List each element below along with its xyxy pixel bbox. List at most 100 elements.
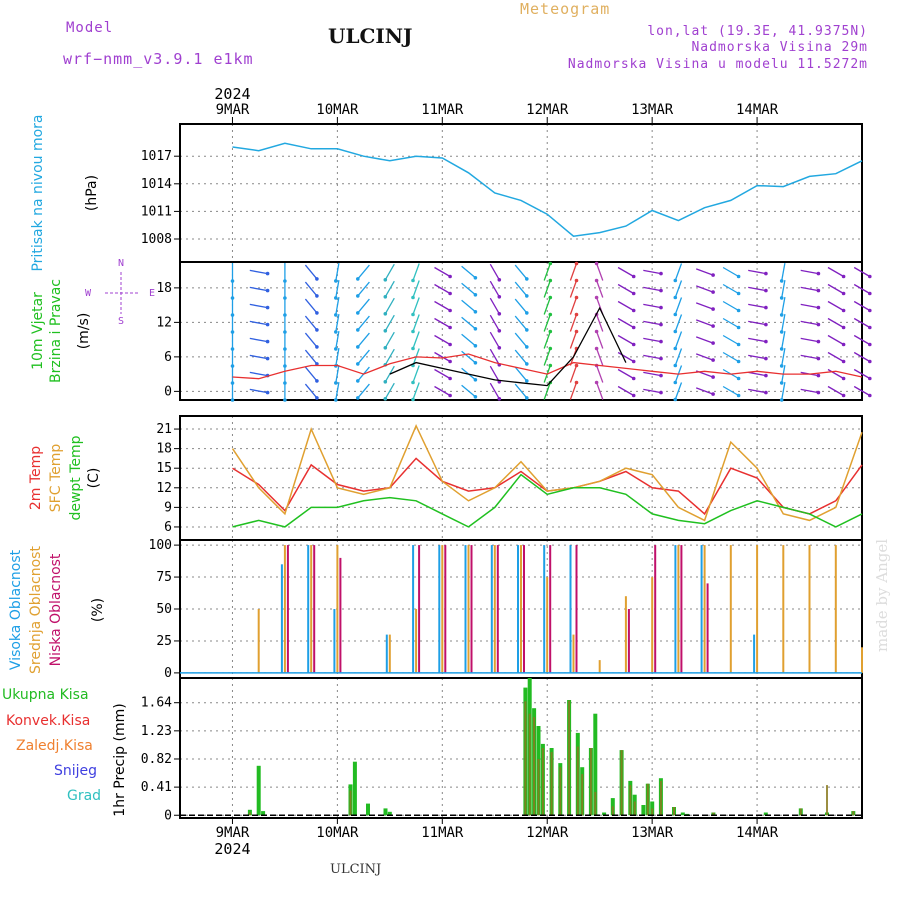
cloud-ytick-label: 100 — [149, 538, 172, 553]
cloud-bar — [388, 634, 391, 673]
pressure-ylabel: (hPa) — [84, 175, 100, 211]
cloud-bar — [470, 545, 473, 673]
wind-barb — [748, 337, 767, 343]
wind-barb — [643, 269, 662, 275]
wind-barb — [434, 385, 451, 397]
cloud-bar — [523, 545, 525, 673]
wind-barb-head — [411, 397, 415, 402]
wind-barb — [695, 319, 714, 327]
temp-ytick-label: 15 — [156, 461, 172, 476]
wind-barb-head — [548, 295, 553, 300]
wind-ytick-label: 0 — [164, 384, 172, 399]
wind-barb — [384, 331, 395, 349]
wind-barb-head — [673, 295, 678, 300]
precip-bar-conv — [594, 791, 597, 816]
precip-ytick-label: 0.82 — [141, 752, 172, 767]
wind-barb-head — [779, 364, 784, 368]
model-value: wrf−nmm_v3.9.1 e1km — [63, 50, 254, 68]
wind-barb — [461, 282, 476, 296]
wind-barb-head — [334, 330, 338, 334]
wind-barb-head — [383, 346, 388, 350]
wind-barb — [569, 297, 578, 315]
wind-barb — [722, 283, 739, 295]
cloud-bar — [336, 545, 339, 673]
wind-barb — [249, 354, 268, 360]
wind-ytick-label: 18 — [156, 281, 172, 296]
wind-barb-head — [448, 325, 452, 330]
wind-ytick-label: 6 — [164, 350, 172, 365]
wind-barb — [643, 388, 662, 394]
wind-barb — [357, 383, 370, 399]
wind-barb-head — [334, 279, 338, 283]
wind-barb — [643, 354, 662, 360]
wind-barb-head — [525, 345, 529, 349]
pressure-ytick-label: 1011 — [141, 204, 172, 219]
wind-barb-head — [673, 329, 678, 334]
wind-frame — [179, 261, 863, 401]
cloud-bar — [706, 583, 709, 673]
cloud-bar — [782, 545, 785, 673]
wind-barb-head — [673, 278, 678, 283]
wind-barb-head — [411, 329, 415, 334]
cloud-bar — [310, 545, 313, 673]
wind-barb — [800, 269, 819, 275]
wind-barb-head — [356, 396, 360, 400]
wind-barb — [617, 283, 635, 295]
wind-barb-head — [448, 291, 452, 296]
wind-barb — [595, 365, 604, 383]
wind-barb — [335, 313, 340, 333]
wind-barb — [569, 382, 578, 400]
wind-barb-head — [764, 271, 768, 276]
wind-barb-head — [497, 278, 502, 282]
wind-barb-head — [548, 278, 553, 283]
wind-barb-head — [334, 296, 338, 300]
wind-barb-head — [816, 390, 821, 395]
wind-barb — [514, 264, 528, 280]
wind-barb-head — [764, 322, 768, 327]
precip-legend-1: Konvek.Kisa — [6, 713, 90, 729]
cloud-ytick-label: 50 — [156, 602, 172, 617]
wind-barb — [595, 280, 604, 298]
wind-barb — [617, 317, 635, 329]
wind-barb-head — [383, 312, 388, 316]
wind-barb — [357, 315, 370, 331]
bottom-date-label: 9MAR — [216, 825, 250, 841]
compass-w: W — [85, 288, 92, 299]
wind-barb-head — [548, 312, 553, 317]
wind-barb-head — [334, 398, 338, 402]
compass-s: S — [118, 316, 124, 327]
wind-barb — [461, 265, 476, 279]
wind-barb — [674, 331, 683, 349]
wind-barb — [781, 296, 786, 316]
wind-barb-head — [356, 277, 360, 281]
wind-barb — [543, 314, 551, 332]
wind-barb-head — [411, 278, 415, 283]
cloud-bar — [418, 545, 421, 673]
wind-barb-head — [841, 342, 846, 347]
cloud-bar — [674, 545, 677, 673]
wind-barb — [643, 337, 662, 343]
altitude-label: Nadmorska Visina 29m — [691, 40, 868, 55]
wind-barb-head — [574, 363, 579, 368]
wind-barb — [569, 280, 578, 298]
wind-barb-head — [356, 362, 360, 366]
wind-barb — [643, 303, 662, 309]
cloud-bar — [517, 545, 519, 673]
precip-bar-conv — [524, 701, 527, 816]
wind-barb-head — [673, 312, 678, 317]
meteogram-label: Meteogram — [520, 0, 611, 18]
bottom-date-label: 10MAR — [316, 825, 359, 841]
wind-barb-head — [673, 363, 678, 368]
wind-barb-head — [868, 308, 872, 313]
wind-barb — [781, 262, 786, 282]
cloud-bar — [677, 545, 680, 673]
wind-barb — [722, 385, 739, 397]
wind-barb — [722, 300, 739, 312]
precip-bar-conv — [550, 752, 553, 816]
cloud-bar — [598, 660, 601, 673]
wind-barb — [674, 382, 683, 400]
wind-barb-head — [448, 342, 452, 347]
wind-barb-head — [265, 356, 270, 361]
wind-barb — [357, 281, 370, 297]
wind-barb-head — [334, 381, 338, 385]
